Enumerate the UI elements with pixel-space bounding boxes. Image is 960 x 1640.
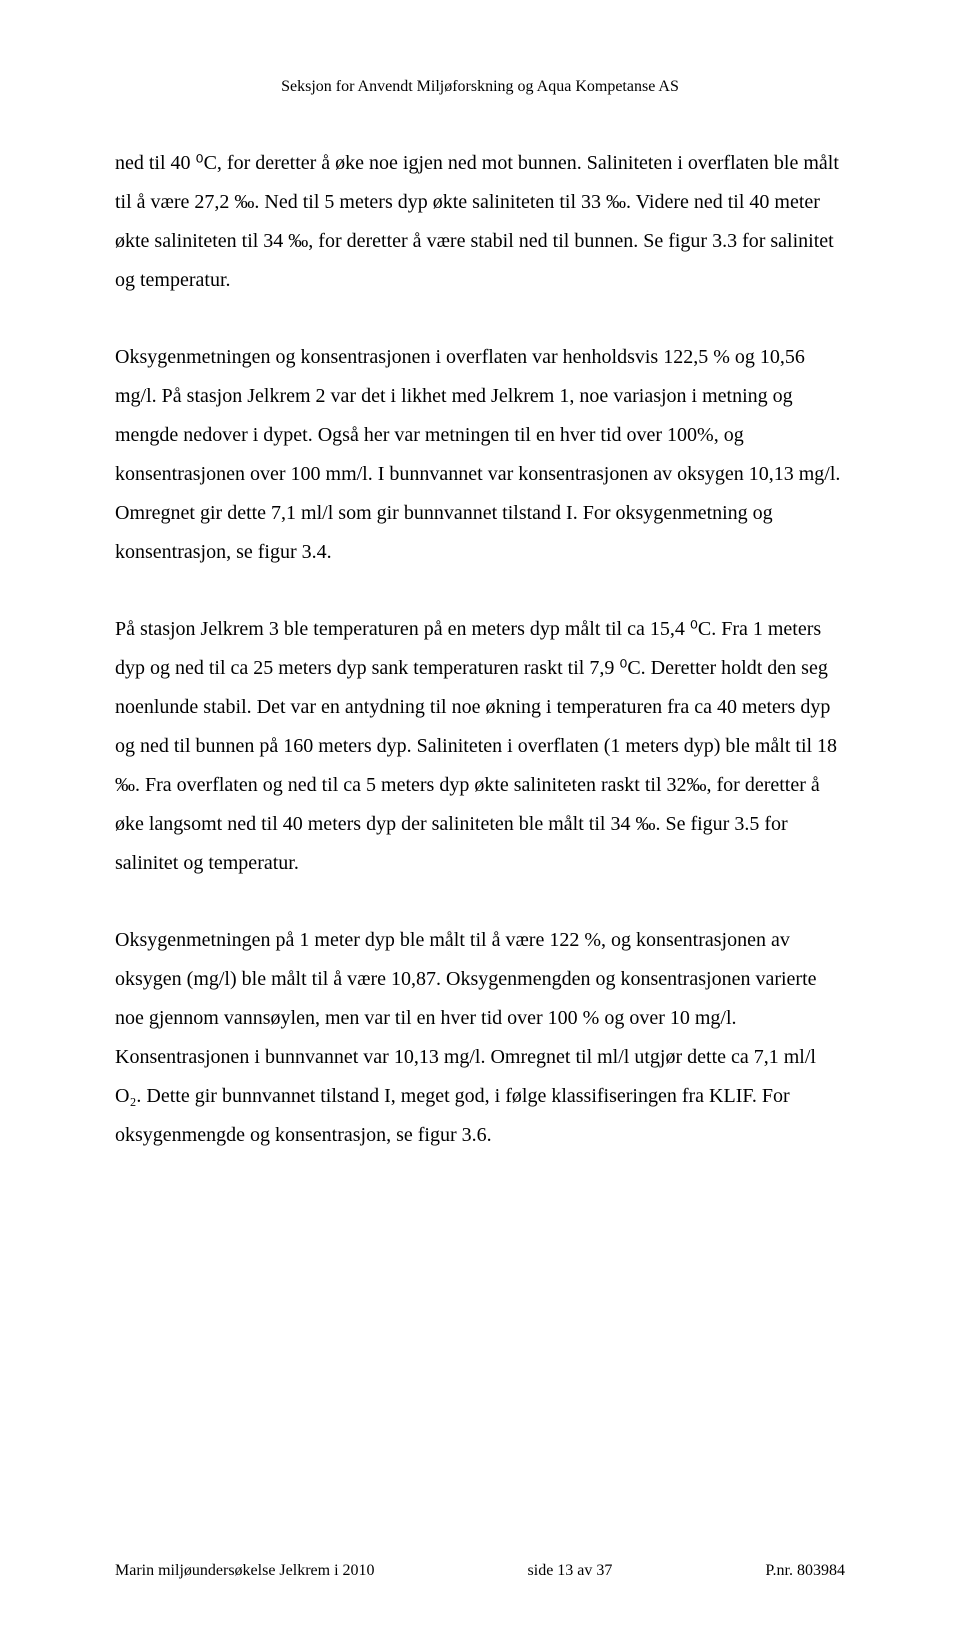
body-content: ned til 40 ⁰C, for deretter å øke noe ig… xyxy=(115,144,845,1155)
paragraph-2: Oksygenmetningen og konsentrasjonen i ov… xyxy=(115,338,845,572)
page-footer: Marin miljøundersøkelse Jelkrem i 2010 s… xyxy=(115,1562,845,1580)
paragraph-4: Oksygenmetningen på 1 meter dyp ble målt… xyxy=(115,921,845,1155)
paragraph-1: ned til 40 ⁰C, for deretter å øke noe ig… xyxy=(115,144,845,300)
footer-left: Marin miljøundersøkelse Jelkrem i 2010 xyxy=(115,1562,375,1580)
footer-right: P.nr. 803984 xyxy=(765,1562,845,1580)
footer-center: side 13 av 37 xyxy=(528,1562,613,1580)
header-text: Seksjon for Anvendt Miljøforskning og Aq… xyxy=(281,78,679,95)
page-header: Seksjon for Anvendt Miljøforskning og Aq… xyxy=(115,78,845,96)
paragraph-3: På stasjon Jelkrem 3 ble temperaturen på… xyxy=(115,610,845,883)
